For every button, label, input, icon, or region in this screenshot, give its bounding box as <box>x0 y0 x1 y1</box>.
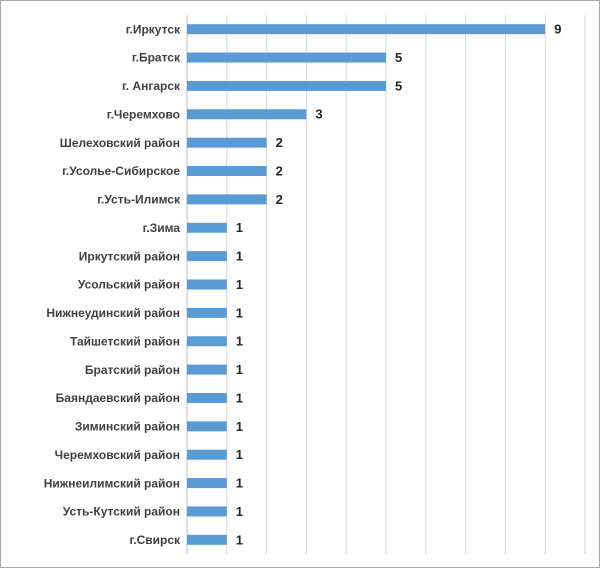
y-tick-label: г.Братск <box>132 51 181 65</box>
data-label: 5 <box>395 78 402 93</box>
bar <box>187 421 227 432</box>
y-tick-label: Баяндаевский район <box>56 391 180 405</box>
y-tick-label: Тайшетский район <box>70 334 180 348</box>
data-label: 1 <box>236 249 243 264</box>
bar <box>187 478 227 489</box>
y-tick-label: г.Усолье-Сибирское <box>62 164 180 178</box>
bar <box>187 364 227 375</box>
y-tick-label: Усольский район <box>78 278 180 292</box>
y-tick-label: г.Усть-Илимск <box>97 193 181 207</box>
y-tick-label: Зиминский район <box>75 420 180 434</box>
bar <box>187 80 386 91</box>
bar <box>187 109 307 120</box>
y-tick-label: г.Свирск <box>129 533 181 547</box>
y-tick-label: Шелеховский район <box>60 136 180 150</box>
data-label: 1 <box>236 362 243 377</box>
data-label: 1 <box>236 305 243 320</box>
y-tick-label: Иркутский район <box>79 249 180 263</box>
data-label: 1 <box>236 390 243 405</box>
bar <box>187 166 267 177</box>
data-label: 1 <box>236 277 243 292</box>
bar <box>187 392 227 403</box>
bar <box>187 506 227 517</box>
bar <box>187 449 227 460</box>
bar <box>187 222 227 233</box>
data-label: 3 <box>315 107 322 122</box>
data-label: 1 <box>236 532 243 547</box>
bar <box>187 24 546 35</box>
y-tick-label: г. Ангарск <box>122 79 181 93</box>
y-tick-label: г.Иркутск <box>126 22 181 36</box>
y-tick-label: Нижнеилимский район <box>44 476 180 490</box>
bar <box>187 307 227 318</box>
bar <box>187 194 267 205</box>
bar <box>187 336 227 347</box>
bar <box>187 137 267 148</box>
data-label: 2 <box>276 192 283 207</box>
data-label: 9 <box>554 22 561 37</box>
data-label: 2 <box>276 135 283 150</box>
data-label: 2 <box>276 163 283 178</box>
y-tick-label: г.Зима <box>143 221 181 235</box>
bar <box>187 52 386 63</box>
data-label: 1 <box>236 447 243 462</box>
y-tick-label: Братский район <box>85 363 180 377</box>
data-label: 1 <box>236 220 243 235</box>
bar <box>187 279 227 290</box>
data-label: 1 <box>236 476 243 491</box>
data-label: 1 <box>236 334 243 349</box>
bar <box>187 251 227 262</box>
y-tick-label: Черемховский район <box>55 448 180 462</box>
y-tick-label: г.Черемхово <box>107 107 180 121</box>
data-label: 5 <box>395 50 402 65</box>
data-label: 1 <box>236 504 243 519</box>
y-tick-label: Усть-Кутский район <box>63 505 180 519</box>
data-label: 1 <box>236 419 243 434</box>
bar <box>187 534 227 545</box>
y-tick-label: Нижнеудинский район <box>46 306 180 320</box>
